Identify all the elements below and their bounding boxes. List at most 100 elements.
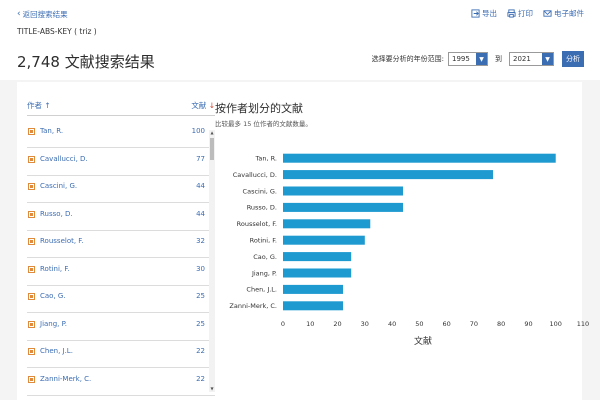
author-count-link[interactable]: 22 — [196, 374, 205, 383]
category-label: Cavallucci, D. — [233, 171, 277, 179]
author-name-link[interactable]: Russo, D. — [40, 209, 73, 218]
year-from-select[interactable]: 1995 ▼ — [448, 52, 488, 66]
category-label: Cascini, G. — [243, 187, 277, 195]
category-label: Tan, R. — [255, 155, 277, 163]
scrollbar-thumb[interactable] — [210, 138, 214, 160]
sort-by-count-button[interactable]: 文献 ↓ — [191, 100, 215, 111]
author-row[interactable]: Rotini, F. 30 — [27, 258, 215, 286]
bar[interactable] — [283, 170, 493, 180]
list-divider — [27, 115, 215, 116]
chevron-down-icon: ▼ — [476, 53, 487, 65]
bar[interactable] — [283, 284, 343, 294]
search-query: TITLE-ABS-KEY ( triz ) — [17, 27, 97, 36]
author-checkbox[interactable] — [28, 128, 35, 135]
year-range-label: 选择要分析的年份范围: — [371, 55, 444, 63]
email-label: 电子邮件 — [554, 9, 584, 18]
author-count-link[interactable]: 44 — [196, 182, 205, 190]
x-tick-label: 50 — [415, 320, 423, 328]
print-button[interactable]: 打印 — [507, 8, 533, 19]
author-row[interactable]: Cascini, G. 44 — [27, 175, 215, 203]
scroll-up-icon[interactable]: ▲ — [210, 130, 214, 135]
email-button[interactable]: 电子邮件 — [543, 8, 584, 19]
author-name-link[interactable]: Rousselot, F. — [40, 237, 84, 245]
x-tick-label: 10 — [306, 320, 314, 328]
author-name-link[interactable]: Rotini, F. — [40, 264, 70, 273]
x-tick-label: 90 — [524, 320, 532, 328]
author-checkbox[interactable] — [28, 348, 35, 355]
back-to-results-link[interactable]: ‹ 返回搜索结果 — [17, 9, 68, 20]
year-range-to-label: 到 — [495, 55, 502, 63]
bar[interactable] — [283, 186, 403, 196]
author-row[interactable]: Cao, G. 25 — [27, 285, 215, 313]
page-header: ‹ 返回搜索结果 导出 打印 电子邮件 TITLE-ABS-KEY ( triz… — [0, 0, 600, 80]
bar[interactable] — [283, 219, 371, 229]
author-name-link[interactable]: Cavallucci, D. — [40, 154, 88, 163]
author-checkbox[interactable] — [28, 183, 35, 190]
author-count-link[interactable]: 22 — [196, 347, 205, 355]
bar[interactable] — [283, 202, 403, 212]
email-icon — [543, 10, 552, 17]
author-checkbox[interactable] — [28, 238, 35, 245]
author-checkbox[interactable] — [28, 375, 35, 383]
year-range-selector: 选择要分析的年份范围: 1995 ▼ 到 2021 ▼ 分析 — [372, 51, 584, 67]
category-label: Russo, D. — [247, 204, 277, 212]
bar[interactable] — [283, 252, 352, 262]
chart-subtitle: 比较最多 15 位作者的文献数量。 — [215, 120, 312, 128]
author-row[interactable]: Jiang, P. 25 — [27, 313, 215, 341]
category-label: Zanni-Merk, C. — [229, 302, 277, 310]
author-list: 作者 ↑ 文献 ↓ Tan, R. 100 Cavallucci, D. 77 Casc… — [27, 90, 215, 400]
author-name-link[interactable]: Cascini, G. — [40, 182, 78, 190]
analyze-button[interactable]: 分析 — [562, 51, 584, 67]
bar[interactable] — [283, 268, 352, 278]
analysis-panel: 作者 ↑ 文献 ↓ Tan, R. 100 Cavallucci, D. 77 Casc… — [17, 82, 589, 400]
year-to-select[interactable]: 2021 ▼ — [509, 52, 554, 66]
x-tick-label: 0 — [281, 320, 285, 328]
print-label: 打印 — [518, 9, 533, 18]
category-label: Rousselot, F. — [237, 220, 277, 228]
list-scrollbar[interactable]: ▲ ▼ — [209, 130, 215, 392]
author-count-link[interactable]: 25 — [196, 319, 205, 328]
chevron-left-icon: ‹ — [17, 9, 21, 19]
author-row[interactable]: Rousselot, F. 32 — [27, 230, 215, 258]
author-checkbox[interactable] — [28, 265, 35, 273]
bar[interactable] — [283, 235, 365, 245]
author-row[interactable]: Chen, J.L. 22 — [27, 340, 215, 368]
author-count-link[interactable]: 25 — [196, 292, 205, 300]
x-tick-label: 30 — [361, 320, 369, 328]
year-from-value: 1995 — [452, 55, 470, 63]
author-name-link[interactable]: Zanni-Merk, C. — [40, 374, 92, 383]
author-count-link[interactable]: 32 — [196, 237, 205, 245]
bar[interactable] — [283, 153, 556, 163]
page-title: 2,748 文献搜索结果 — [17, 53, 155, 71]
author-checkbox[interactable] — [28, 155, 35, 163]
author-checkbox[interactable] — [28, 210, 35, 218]
author-row[interactable]: Tan, R. 100 — [27, 120, 215, 148]
author-row[interactable]: Zanni-Merk, C. 22 — [27, 368, 215, 396]
sort-desc-icon: ↓ — [208, 101, 215, 110]
year-to-value: 2021 — [513, 55, 531, 63]
author-count-link[interactable]: 77 — [196, 154, 205, 163]
export-label: 导出 — [482, 9, 497, 18]
author-name-link[interactable]: Tan, R. — [40, 127, 64, 135]
x-tick-label: 20 — [333, 320, 341, 328]
bar[interactable] — [283, 301, 343, 311]
chart-title: 按作者划分的文献 — [215, 102, 303, 115]
chart-area: 按作者划分的文献 比较最多 15 位作者的文献数量。 Tan, R. Cavall… — [215, 92, 589, 392]
action-toolbar: 导出 打印 电子邮件 — [471, 8, 584, 19]
scroll-down-icon[interactable]: ▼ — [210, 386, 214, 391]
author-name-link[interactable]: Chen, J.L. — [40, 347, 73, 355]
author-checkbox[interactable] — [28, 293, 35, 300]
x-tick-label: 70 — [470, 320, 478, 328]
author-count-link[interactable]: 44 — [196, 209, 205, 218]
author-count-link[interactable]: 30 — [196, 264, 205, 273]
author-count-link[interactable]: 100 — [191, 127, 205, 135]
author-row[interactable]: Cavallucci, D. 77 — [27, 148, 215, 176]
author-name-link[interactable]: Cao, G. — [40, 292, 66, 300]
author-checkbox[interactable] — [28, 320, 35, 328]
sort-by-author-button[interactable]: 作者 ↑ — [27, 101, 51, 110]
x-tick-label: 60 — [442, 320, 450, 328]
export-button[interactable]: 导出 — [471, 8, 497, 19]
author-row[interactable]: Russo, D. 44 — [27, 203, 215, 231]
author-name-link[interactable]: Jiang, P. — [40, 319, 67, 328]
x-tick-label: 40 — [388, 320, 396, 328]
